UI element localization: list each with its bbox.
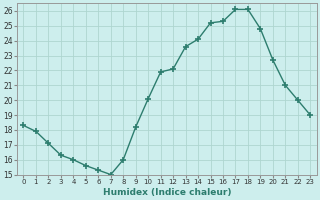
X-axis label: Humidex (Indice chaleur): Humidex (Indice chaleur) (103, 188, 231, 197)
